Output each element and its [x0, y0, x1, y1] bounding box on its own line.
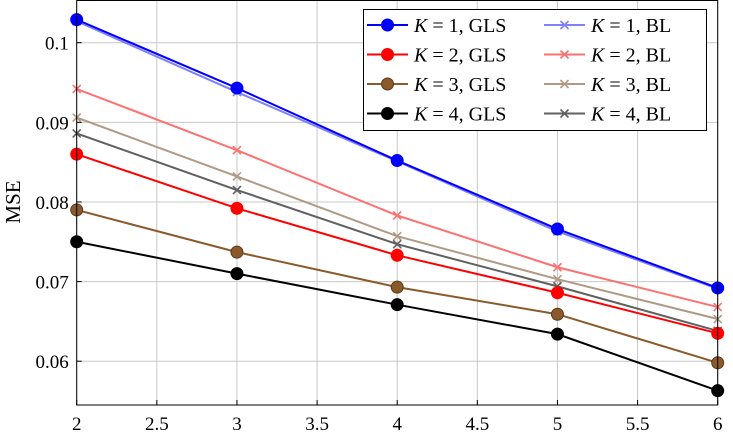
legend-entry: K = 4, GLS: [367, 104, 506, 126]
x-tick-label: 4: [392, 414, 402, 435]
x-tick-label: 3: [232, 414, 242, 435]
legend-label: K = 4, GLS: [413, 104, 506, 126]
legend-box: [363, 9, 707, 131]
x-tick-label: 6: [713, 414, 723, 435]
legend-entry: K = 1, BL: [544, 15, 671, 37]
axis-ticks: 2 2.5 3 3.5 4 4.5 5 5.5 6 0.06 0.07 0.08 0.09 0.1: [35, 34, 722, 435]
data-point-circle: [550, 286, 564, 300]
legend-entry: K = 2, GLS: [367, 45, 506, 67]
series-2-gls: [70, 147, 725, 340]
legend-entry: K = 3, GLS: [367, 74, 506, 96]
data-point-circle: [230, 81, 244, 95]
y-tick-label: 0.08: [35, 193, 68, 214]
y-tick-label: 0.09: [35, 113, 68, 134]
legend: K = 1, GLS K = 1, BL K = 2, GLS K = 2, BL K …: [363, 9, 707, 131]
series-2-bl: [72, 84, 723, 312]
data-point-circle: [230, 245, 244, 259]
data-point-circle: [230, 201, 244, 215]
legend-entry: K = 4, BL: [544, 104, 671, 126]
data-point-circle: [550, 307, 564, 321]
legend-entry: K = 1, GLS: [367, 15, 506, 37]
data-point-x: [552, 262, 563, 272]
x-tick-label: 2.5: [145, 414, 169, 435]
legend-label: K = 2, BL: [590, 45, 671, 67]
data-point-circle: [381, 48, 394, 61]
data-point-x: [559, 79, 570, 89]
series-3-bl: [72, 112, 723, 324]
data-point-circle: [390, 248, 404, 262]
legend-label: K = 1, BL: [590, 15, 671, 37]
series-1-gls: [70, 13, 725, 295]
data-point-circle: [381, 18, 394, 32]
x-tick-label: 2: [72, 414, 82, 435]
y-tick-label: 0.1: [45, 34, 69, 55]
legend-label: K = 2, GLS: [413, 45, 506, 67]
x-tick-label: 5: [553, 414, 563, 435]
data-point-circle: [550, 327, 564, 341]
data-point-circle: [390, 298, 404, 312]
data-point-x: [232, 145, 242, 155]
legend-label: K = 4, BL: [590, 104, 671, 126]
data-point-circle: [390, 280, 404, 294]
y-tick-label: 0.06: [35, 352, 68, 373]
data-point-circle: [381, 77, 394, 91]
data-point-x: [552, 274, 563, 284]
data-point-circle: [390, 154, 404, 168]
y-tick-label: 0.07: [35, 273, 68, 294]
x-tick-label: 4.5: [465, 414, 489, 435]
data-point-x: [559, 108, 570, 119]
data-point-x: [559, 49, 570, 60]
legend-entry: K = 3, BL: [544, 74, 671, 96]
legend-entry: K = 2, BL: [544, 45, 671, 67]
data-point-x: [392, 239, 402, 249]
x-tick-label: 5.5: [626, 414, 650, 435]
data-point-x: [392, 231, 402, 241]
data-point-x: [559, 20, 570, 30]
x-tick-label: 3.5: [305, 414, 329, 435]
y-axis-label: MSE: [1, 180, 25, 223]
data-point-circle: [381, 107, 394, 120]
data-point-circle: [230, 267, 244, 281]
data-point-circle: [550, 222, 564, 236]
data-point-x: [392, 210, 402, 221]
data-point-x: [232, 171, 242, 182]
data-point-x: [232, 185, 242, 195]
legend-label: K = 3, BL: [590, 74, 671, 96]
legend-label: K = 3, GLS: [413, 74, 506, 96]
legend-label: K = 1, GLS: [413, 15, 506, 37]
